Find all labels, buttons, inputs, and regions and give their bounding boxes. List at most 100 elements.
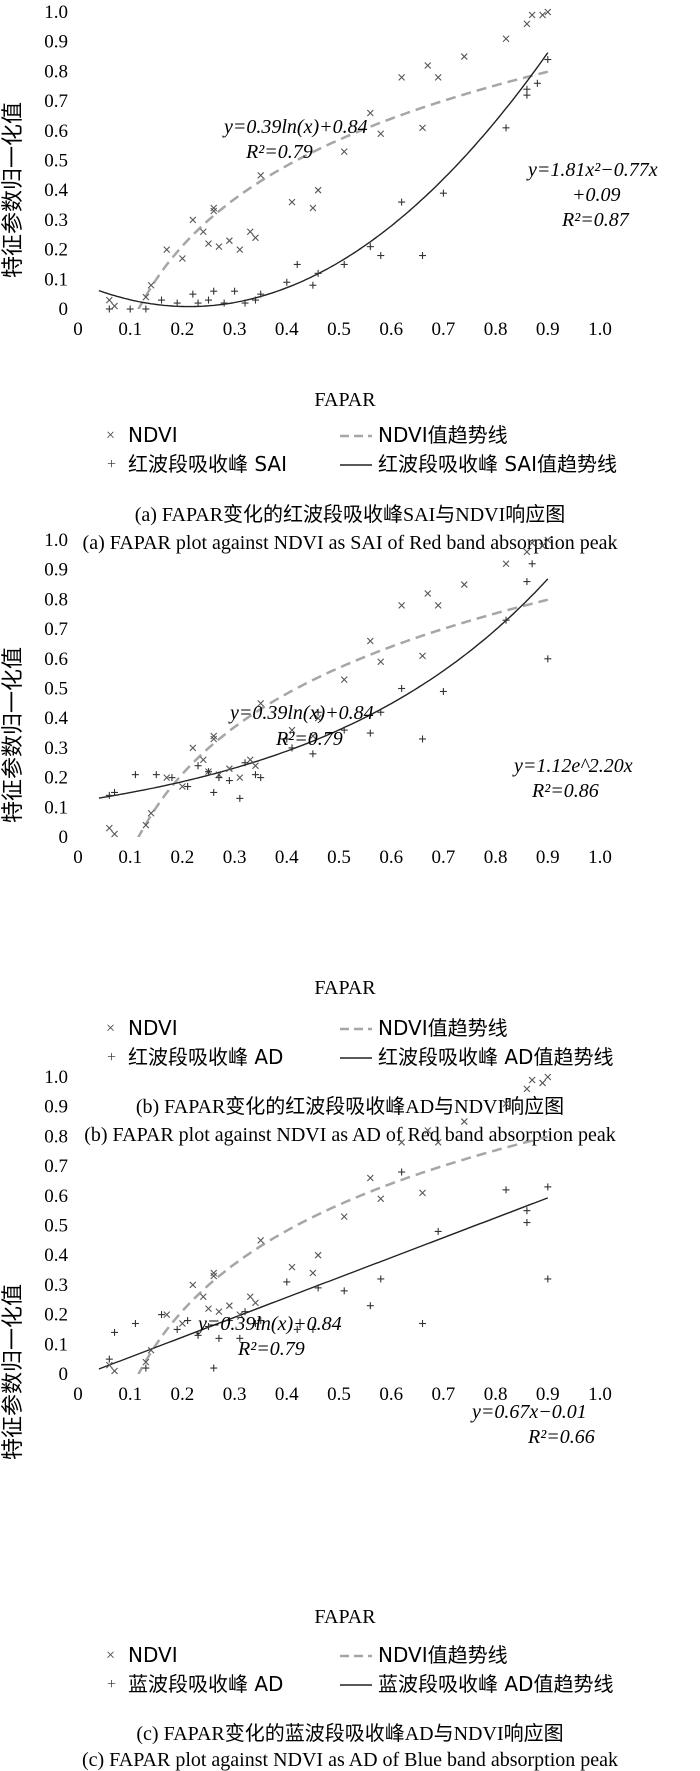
series-b-point <box>533 79 541 87</box>
ndvi-point <box>236 1311 244 1318</box>
equation-ndvi-line1: y=0.39ln(x)+0.84 <box>196 1313 342 1335</box>
legend-marker-x: × <box>106 427 115 444</box>
x-tick-label: 0.3 <box>223 319 247 340</box>
ndvi-point <box>189 744 197 752</box>
series-b-point <box>225 1317 233 1325</box>
ndvi-point <box>105 824 113 832</box>
ndvi-point <box>366 109 374 117</box>
ndvi-trend-line <box>137 598 549 837</box>
caption-english: (b) FAPAR plot against NDVI as AD of Red… <box>84 1124 616 1146</box>
series-b-point <box>158 1311 166 1319</box>
ndvi-point <box>419 1189 426 1197</box>
series-b-point <box>142 1364 150 1372</box>
ndvi-point <box>163 1311 171 1318</box>
y-tick-label: 0 <box>59 1364 69 1385</box>
ndvi-point <box>111 1367 118 1375</box>
series-b-point <box>377 708 385 716</box>
ndvi-point <box>460 581 468 588</box>
equation-sai-line1: y=1.81x²−0.77x <box>526 159 658 181</box>
series-b-point <box>309 750 317 758</box>
ndvi-point <box>246 1293 254 1301</box>
series-b-point <box>523 85 531 93</box>
series-b-point <box>142 305 150 313</box>
y-axis-label: 特征参数归一化值 <box>1 1284 26 1460</box>
legend-label-ndvi: NDVI <box>128 423 178 447</box>
legend-label-ndvi-trend: NDVI值趋势线 <box>378 423 508 447</box>
series-b-point <box>111 788 119 796</box>
x-tick-label: 0.7 <box>432 847 456 868</box>
ndvi-point <box>366 637 374 645</box>
series-b-point <box>225 777 233 785</box>
series-b-point <box>251 771 259 779</box>
ndvi-point <box>179 1320 186 1327</box>
ndvi-point <box>210 1272 218 1280</box>
legend-label-ndvi-trend: NDVI值趋势线 <box>378 1016 508 1040</box>
x-tick-label: 0.9 <box>536 847 560 868</box>
y-tick-label: 0.8 <box>44 61 68 82</box>
y-tick-label: 0.5 <box>44 1216 68 1237</box>
ndvi-point <box>210 204 218 212</box>
series-b-point <box>340 1287 348 1295</box>
y-tick-label: 0.7 <box>44 91 68 112</box>
ndvi-point <box>210 207 218 215</box>
x-tick-label: 0.8 <box>484 847 508 868</box>
ndvi-point <box>366 1174 374 1182</box>
equation-sai-line2: +0.09 <box>572 184 621 206</box>
legend-label-series-b-trend: 红波段吸收峰 SAI值趋势线 <box>378 452 617 476</box>
ndvi-point <box>314 186 322 194</box>
ndvi-point <box>309 204 317 212</box>
y-tick-label: 0.1 <box>44 797 68 818</box>
equation-sai-line3: R²=0.87 <box>561 209 630 231</box>
ndvi-point <box>544 1073 552 1081</box>
ndvi-point <box>179 255 186 262</box>
y-tick-label: 0.8 <box>44 1126 68 1147</box>
ndvi-point <box>419 652 426 660</box>
equation-ad-line2: R²=0.86 <box>531 780 599 802</box>
series-b-point <box>215 774 223 782</box>
series-b-point <box>523 1219 531 1227</box>
series-b-point <box>210 1364 218 1372</box>
plot-area <box>98 8 552 313</box>
x-axis-label: FAPAR <box>314 1606 376 1628</box>
ndvi-point <box>210 1269 218 1277</box>
ndvi-point <box>210 732 218 740</box>
ndvi-point <box>236 246 244 253</box>
series-b-point <box>314 1284 322 1292</box>
caption-chinese: (b) FAPAR变化的红波段吸收峰AD与NDVI响应图 <box>136 1095 564 1118</box>
series-b-point <box>189 290 197 298</box>
ndvi-point <box>539 1079 546 1087</box>
y-tick-label: 0.5 <box>44 151 68 172</box>
series-b-point <box>293 260 301 268</box>
ndvi-point <box>252 1299 259 1307</box>
y-tick-label: 0.1 <box>44 1334 68 1355</box>
y-tick-label: 0.7 <box>44 619 68 640</box>
series-b-point <box>241 299 249 307</box>
series-b-point <box>439 687 447 695</box>
ndvi-point <box>105 1361 113 1369</box>
series-b-point <box>194 299 202 307</box>
y-tick-label: 0.7 <box>44 1156 68 1177</box>
y-tick-labels: 0 0.1 0.2 0.3 0.4 0.5 0.6 0.7 0.8 0.9 1.0 <box>44 1067 68 1385</box>
series-b-point <box>439 189 447 197</box>
ndvi-point <box>309 1269 317 1277</box>
equation-ndvi-line2: R²=0.79 <box>275 728 343 750</box>
series-b-point <box>544 1183 552 1191</box>
legend-marker-x: × <box>106 1020 115 1037</box>
series-b-point <box>288 744 296 752</box>
series-b-point <box>257 1317 265 1325</box>
series-b-point <box>398 1168 406 1176</box>
ndvi-point <box>377 130 385 138</box>
series-b-point <box>419 1320 427 1328</box>
series-b-point <box>184 1317 192 1325</box>
series-b-point <box>544 56 552 64</box>
series-b-point <box>309 1325 317 1333</box>
x-axis-label: FAPAR <box>314 977 376 999</box>
ndvi-point <box>257 699 265 707</box>
y-tick-label: 0.8 <box>44 589 68 610</box>
ndvi-point <box>205 240 212 248</box>
series-b-point <box>544 655 552 663</box>
plot-area <box>98 1073 552 1375</box>
series-b-point <box>419 735 427 743</box>
x-tick-labels: 0 0.1 0.2 0.3 0.4 0.5 0.6 0.7 0.8 0.9 1.0 <box>73 847 612 868</box>
series-b-point <box>434 1227 442 1235</box>
